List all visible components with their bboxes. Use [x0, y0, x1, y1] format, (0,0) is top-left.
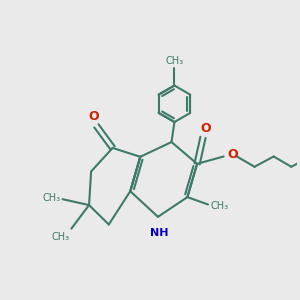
Text: CH₃: CH₃ — [210, 201, 229, 211]
Text: NH: NH — [150, 228, 169, 238]
Text: O: O — [89, 110, 99, 124]
Text: CH₃: CH₃ — [42, 193, 60, 203]
Text: O: O — [227, 148, 238, 160]
Text: CH₃: CH₃ — [165, 56, 184, 66]
Text: O: O — [200, 122, 211, 135]
Text: CH₃: CH₃ — [52, 232, 70, 242]
